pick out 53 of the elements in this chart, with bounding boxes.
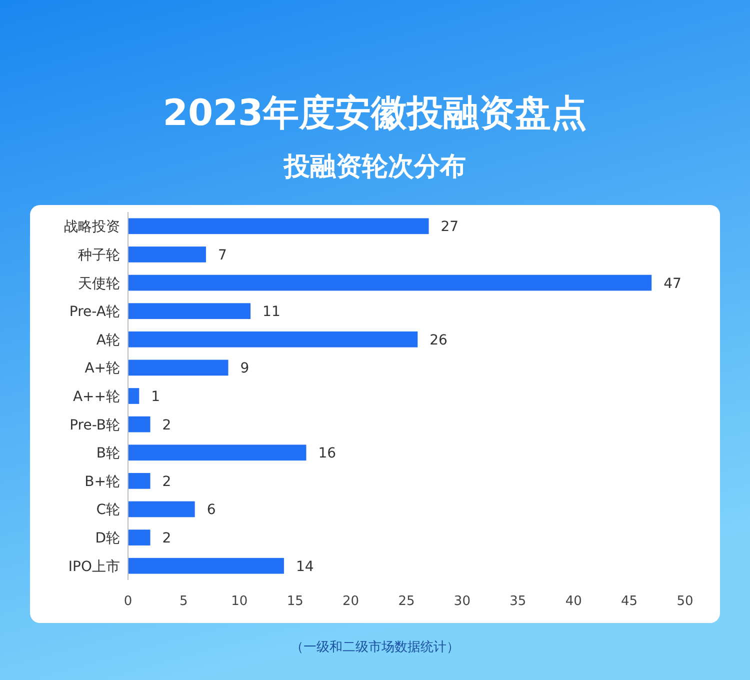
data-label: 7 — [218, 247, 227, 264]
bar — [128, 246, 206, 262]
x-tick-label: 45 — [621, 594, 638, 609]
x-tick-label: 20 — [342, 594, 360, 609]
bar — [128, 388, 140, 404]
y-tick-label: A++轮 — [72, 389, 120, 405]
x-tick-label: 40 — [565, 594, 582, 609]
data-label: 6 — [206, 502, 216, 518]
bar — [128, 303, 251, 320]
bar — [128, 530, 150, 546]
x-tick-label: 10 — [231, 594, 248, 609]
x-tick-label: 25 — [398, 594, 415, 609]
data-label: 1 — [151, 389, 160, 405]
bar — [128, 416, 150, 432]
data-label: 26 — [430, 332, 448, 348]
data-label: 2 — [162, 417, 172, 434]
y-tick-label: D轮 — [95, 530, 120, 547]
bar — [128, 218, 429, 234]
x-tick-label: 50 — [676, 594, 694, 609]
data-label: 14 — [296, 558, 314, 575]
x-tick-label: 5 — [180, 594, 188, 609]
data-label: 27 — [440, 219, 459, 236]
bar — [128, 274, 652, 291]
bar — [128, 472, 150, 489]
chart-title: 2023年度安徽投融资盘点 — [162, 93, 588, 134]
data-label: 11 — [262, 304, 280, 320]
data-label: 9 — [240, 360, 250, 377]
y-tick-label: 天使轮 — [78, 276, 120, 292]
x-tick-label: 0 — [124, 594, 132, 609]
chart-subtitle: 投融资轮次分布 — [283, 152, 466, 182]
y-tick-label: Pre-B轮 — [70, 417, 120, 434]
bar — [128, 444, 306, 461]
y-tick-label: C轮 — [96, 502, 120, 518]
y-tick-label: B+轮 — [84, 474, 120, 490]
bar — [128, 331, 418, 348]
data-label: 2 — [162, 530, 172, 547]
bar — [128, 360, 228, 376]
y-tick-label: 种子轮 — [78, 247, 120, 264]
y-tick-label: Pre-A轮 — [69, 304, 120, 320]
y-tick-label: A+轮 — [84, 360, 120, 377]
bar — [128, 558, 284, 574]
x-tick-label: 15 — [286, 594, 304, 609]
y-tick-label: 战略投资 — [64, 219, 120, 236]
x-tick-label: 35 — [510, 594, 526, 609]
data-label: 47 — [664, 276, 682, 292]
y-tick-label: B轮 — [96, 446, 120, 462]
text: （一级和二级市场数据统计） — [290, 640, 460, 655]
y-tick-label: IPO上市 — [68, 558, 120, 575]
data-label: 2 — [162, 474, 172, 490]
x-tick-label: 30 — [454, 594, 470, 609]
data-label: 16 — [318, 446, 336, 462]
y-tick-label: A轮 — [96, 332, 120, 348]
bar — [128, 501, 195, 518]
